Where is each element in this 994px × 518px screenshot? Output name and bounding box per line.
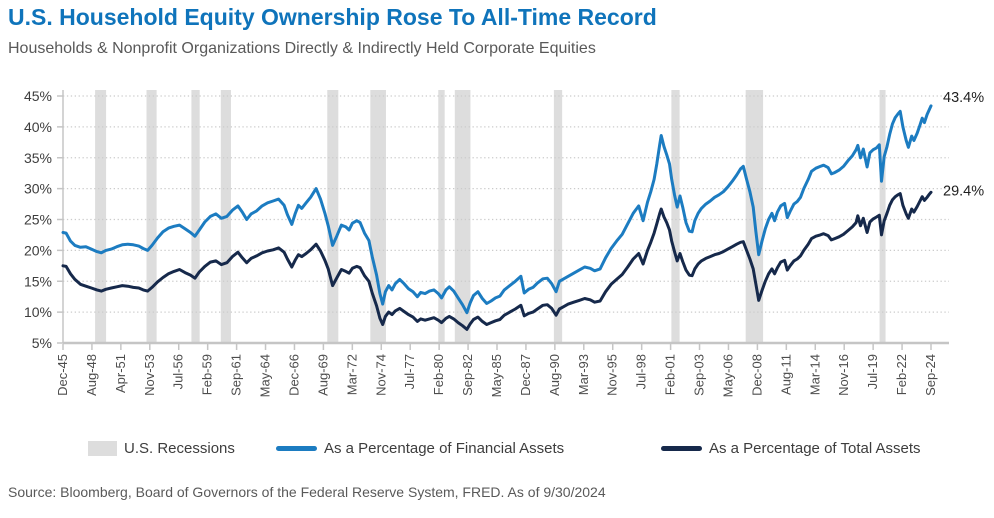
x-tick-label: Dec-08 bbox=[749, 354, 764, 396]
financial-line-swatch bbox=[276, 445, 317, 451]
legend-label-financial-assets: As a Percentage of Financial Assets bbox=[324, 439, 565, 457]
recession-band bbox=[95, 90, 107, 343]
financial-end-label: 43.4% bbox=[943, 90, 984, 106]
total-end-label: 29.4% bbox=[943, 183, 984, 199]
recession-band bbox=[370, 90, 386, 343]
y-tick-label: 40% bbox=[24, 119, 52, 135]
x-tick-label: Dec-66 bbox=[286, 354, 301, 396]
x-tick-label: Sep-03 bbox=[692, 354, 707, 396]
x-tick-label: Nov-53 bbox=[142, 354, 157, 396]
x-tick-label: Feb-01 bbox=[663, 354, 678, 395]
legend: U.S. Recessions As a Percentage of Finan… bbox=[0, 437, 994, 459]
x-tick-label: May-85 bbox=[489, 354, 504, 397]
legend-label-total-assets: As a Percentage of Total Assets bbox=[709, 439, 921, 457]
x-tick-label: Nov-95 bbox=[605, 354, 620, 396]
total-assets-line bbox=[61, 190, 933, 331]
recession-band bbox=[438, 90, 445, 343]
x-tick-label: Jul-77 bbox=[402, 354, 417, 389]
x-tick-label: Mar-93 bbox=[576, 354, 591, 395]
recession-band bbox=[454, 90, 471, 343]
x-tick-label: Sep-24 bbox=[923, 354, 938, 396]
recession-band bbox=[146, 90, 157, 343]
x-tick-label: Aug-69 bbox=[315, 354, 330, 396]
x-tick-label: Aug-90 bbox=[547, 354, 562, 396]
x-tick-label: Sep-61 bbox=[229, 354, 244, 396]
x-tick-label: Feb-80 bbox=[431, 354, 446, 395]
page-title: U.S. Household Equity Ownership Rose To … bbox=[8, 4, 657, 30]
y-tick-label: 45% bbox=[24, 88, 52, 104]
x-tick-label: Apr-51 bbox=[113, 354, 128, 393]
legend-item-recessions: U.S. Recessions bbox=[88, 437, 235, 459]
x-tick-label: Aug-11 bbox=[778, 354, 793, 395]
y-tick-label: 35% bbox=[24, 150, 52, 166]
total-line-swatch bbox=[661, 445, 702, 451]
legend-item-financial-assets: As a Percentage of Financial Assets bbox=[276, 437, 564, 459]
legend-item-total-assets: As a Percentage of Total Assets bbox=[661, 437, 921, 459]
y-tick-label: 5% bbox=[32, 335, 52, 351]
x-tick-label: Jul-19 bbox=[865, 354, 880, 389]
x-tick-label: May-06 bbox=[720, 354, 735, 397]
recession-band bbox=[671, 90, 680, 343]
legend-label-recessions: U.S. Recessions bbox=[124, 439, 235, 457]
x-tick-label: Nov-74 bbox=[373, 354, 388, 396]
y-tick-label: 20% bbox=[24, 242, 52, 258]
x-tick-label: Nov-16 bbox=[836, 354, 851, 396]
recession-swatch bbox=[88, 440, 117, 456]
recession-band bbox=[327, 90, 339, 343]
x-tick-label: Aug-48 bbox=[84, 354, 99, 396]
y-tick-label: 30% bbox=[24, 181, 52, 197]
x-tick-label: Feb-59 bbox=[200, 354, 215, 395]
x-tick-label: Jul-98 bbox=[634, 354, 649, 389]
equity-ownership-chart: 45% 40% 35% 30% 25% 20% 15% 10% 5%Dec-45 Aug-48 Ap… bbox=[24, 88, 984, 397]
source-note: Source: Bloomberg, Board of Governors of… bbox=[8, 484, 606, 500]
x-tick-label: Mar-14 bbox=[807, 354, 822, 395]
y-tick-label: 10% bbox=[24, 304, 52, 320]
x-tick-label: Mar-72 bbox=[344, 354, 359, 395]
recession-band bbox=[879, 90, 886, 343]
y-tick-label: 25% bbox=[24, 212, 52, 228]
x-tick-label: Jul-56 bbox=[171, 354, 186, 389]
recession-band bbox=[191, 90, 200, 343]
x-tick-label: Dec-87 bbox=[518, 354, 533, 396]
x-tick-label: May-64 bbox=[258, 354, 273, 397]
financial-assets-line bbox=[61, 104, 933, 315]
x-tick-label: Dec-45 bbox=[55, 354, 70, 396]
x-tick-label: Feb-22 bbox=[894, 354, 909, 395]
y-tick-label: 15% bbox=[24, 273, 52, 289]
recession-band bbox=[553, 90, 563, 343]
x-tick-label: Sep-82 bbox=[460, 354, 475, 396]
page-subtitle: Households & Nonprofit Organizations Dir… bbox=[8, 40, 596, 57]
